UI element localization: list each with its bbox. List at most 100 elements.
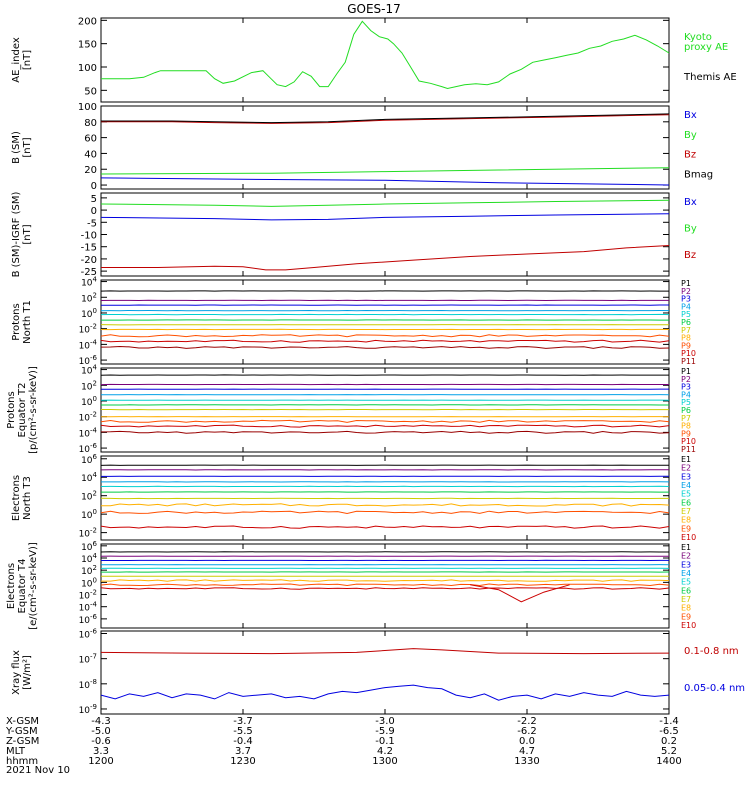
legend-item: P9 bbox=[681, 429, 691, 438]
legend-item: P4 bbox=[681, 390, 691, 399]
y-tick-label: -10 bbox=[81, 231, 97, 242]
y-axis-label: Xray flux bbox=[11, 650, 22, 695]
legend-item: Kyoto bbox=[684, 32, 712, 43]
x-row-value: 1330 bbox=[514, 756, 539, 767]
y-axis-label: B (SM)-IGRF (SM) bbox=[11, 192, 22, 278]
y-axis-label: [nT] bbox=[22, 50, 33, 70]
y-tick-label: 200 bbox=[78, 16, 97, 27]
y-tick-label: 100 bbox=[81, 307, 97, 320]
y-axis-label: [p/(cm²-s-sr-keV)] bbox=[28, 366, 39, 454]
x-row-value: -0.4 bbox=[233, 736, 253, 747]
legend-item: E1 bbox=[681, 543, 691, 552]
legend-item: E3 bbox=[681, 560, 691, 569]
legend-item: P11 bbox=[681, 357, 696, 366]
panel-frame bbox=[100, 192, 670, 277]
x-row-value: 4.7 bbox=[519, 746, 535, 757]
series-0-1-0-8-nm bbox=[100, 648, 670, 655]
panel-bigrf: -25-20-15-10 -505 B (SM)-IGRF (SM) [nT] Bx By… bbox=[11, 192, 697, 279]
y-tick-label: 10-4 bbox=[79, 338, 98, 351]
legend-item: Themis AE bbox=[683, 72, 737, 83]
legend-item: P8 bbox=[681, 422, 691, 431]
y-tick-label: 106 bbox=[81, 540, 97, 553]
y-tick-label: 10-2 bbox=[79, 411, 97, 424]
y-tick-label: 10-2 bbox=[79, 589, 97, 602]
y-tick-label: -15 bbox=[81, 243, 97, 254]
legend-item: P9 bbox=[681, 341, 691, 350]
y-axis-label: Protons bbox=[11, 303, 22, 340]
x-row-value: -6.5 bbox=[659, 726, 679, 737]
legend-item: proxy AE bbox=[684, 42, 728, 53]
panel-bsm: 0 20 40 60 80 100 B (SM) [nT] Bx By Bz Bmag bbox=[11, 102, 713, 192]
x-row-value: -0.1 bbox=[375, 736, 395, 747]
legend-item: E7 bbox=[681, 507, 691, 516]
series-e9-dip bbox=[470, 584, 570, 603]
panel-frame bbox=[100, 17, 670, 103]
legend-item: P3 bbox=[681, 295, 691, 304]
legend-item: E4 bbox=[681, 569, 691, 578]
y-tick-label: 10-9 bbox=[79, 703, 97, 716]
y-axis-label: B (SM) bbox=[11, 131, 22, 164]
y-tick-label: 10-2 bbox=[79, 323, 97, 336]
legend-item: P2 bbox=[681, 375, 691, 384]
legend-item: E7 bbox=[681, 595, 691, 604]
y-tick-label: 50 bbox=[84, 86, 97, 97]
y-tick-label: 40 bbox=[84, 149, 97, 160]
series-kyoto-proxy-ae bbox=[101, 20, 670, 90]
legend-item: P5 bbox=[681, 310, 691, 319]
x-row-label: MLT bbox=[6, 746, 26, 757]
y-axis-label: [e/(cm²-s-sr-keV)] bbox=[28, 542, 39, 630]
legend-item: P4 bbox=[681, 302, 691, 311]
x-row-value: 3.7 bbox=[235, 746, 251, 757]
y-axis-label: [nT] bbox=[22, 224, 33, 244]
legend-item: P1 bbox=[681, 279, 691, 288]
series-p10 bbox=[100, 424, 670, 428]
legend-item: E8 bbox=[681, 516, 691, 525]
x-row-value: 1230 bbox=[230, 756, 255, 767]
series-e9 bbox=[100, 510, 670, 515]
legend-item: P1 bbox=[681, 367, 691, 376]
y-tick-label: 80 bbox=[84, 118, 97, 129]
y-tick-label: 102 bbox=[81, 490, 97, 503]
y-axis-label: Protons bbox=[6, 391, 17, 428]
y-tick-label: 10-6 bbox=[79, 613, 98, 626]
y-axis-label: North T1 bbox=[22, 300, 33, 344]
y-tick-label: 5 bbox=[91, 194, 97, 205]
series-p9 bbox=[100, 419, 670, 423]
y-tick-label: 104 bbox=[81, 471, 97, 484]
legend-item: Bz bbox=[684, 250, 696, 261]
legend-item: Bx bbox=[684, 197, 697, 208]
legend-item: P3 bbox=[681, 383, 691, 392]
legend-item: E3 bbox=[681, 472, 691, 481]
series-p9 bbox=[100, 334, 670, 338]
y-tick-label: 0 bbox=[91, 206, 97, 217]
y-axis-label: [W/m²] bbox=[22, 655, 33, 690]
x-row-value: 1200 bbox=[88, 756, 113, 767]
x-row-label: hhmm bbox=[6, 756, 38, 767]
legend-item: P7 bbox=[681, 414, 691, 423]
panel-frame bbox=[100, 105, 670, 190]
y-tick-label: 102 bbox=[81, 564, 97, 577]
legend-item: E2 bbox=[681, 552, 691, 561]
legend-item: P11 bbox=[681, 445, 696, 454]
x-row-value: -0.6 bbox=[91, 736, 111, 747]
date-label: 2021 Nov 10 bbox=[6, 765, 70, 776]
y-tick-label: 20 bbox=[84, 165, 97, 176]
y-axis-label: North T3 bbox=[22, 476, 33, 520]
y-tick-label: 10-4 bbox=[79, 601, 98, 614]
series-by bbox=[100, 167, 670, 175]
y-tick-label: 10-8 bbox=[79, 678, 97, 691]
x-row-value: 0.0 bbox=[519, 736, 535, 747]
y-tick-label: 100 bbox=[78, 102, 97, 113]
series-p10 bbox=[100, 339, 670, 343]
legend-item: By bbox=[684, 223, 697, 234]
x-row-value: 4.2 bbox=[377, 746, 393, 757]
y-tick-label: 104 bbox=[81, 552, 97, 565]
y-tick-label: 102 bbox=[81, 379, 97, 392]
y-tick-label: -5 bbox=[87, 218, 97, 229]
y-tick-label: -20 bbox=[81, 255, 97, 266]
x-row-value: -6.2 bbox=[517, 726, 537, 737]
